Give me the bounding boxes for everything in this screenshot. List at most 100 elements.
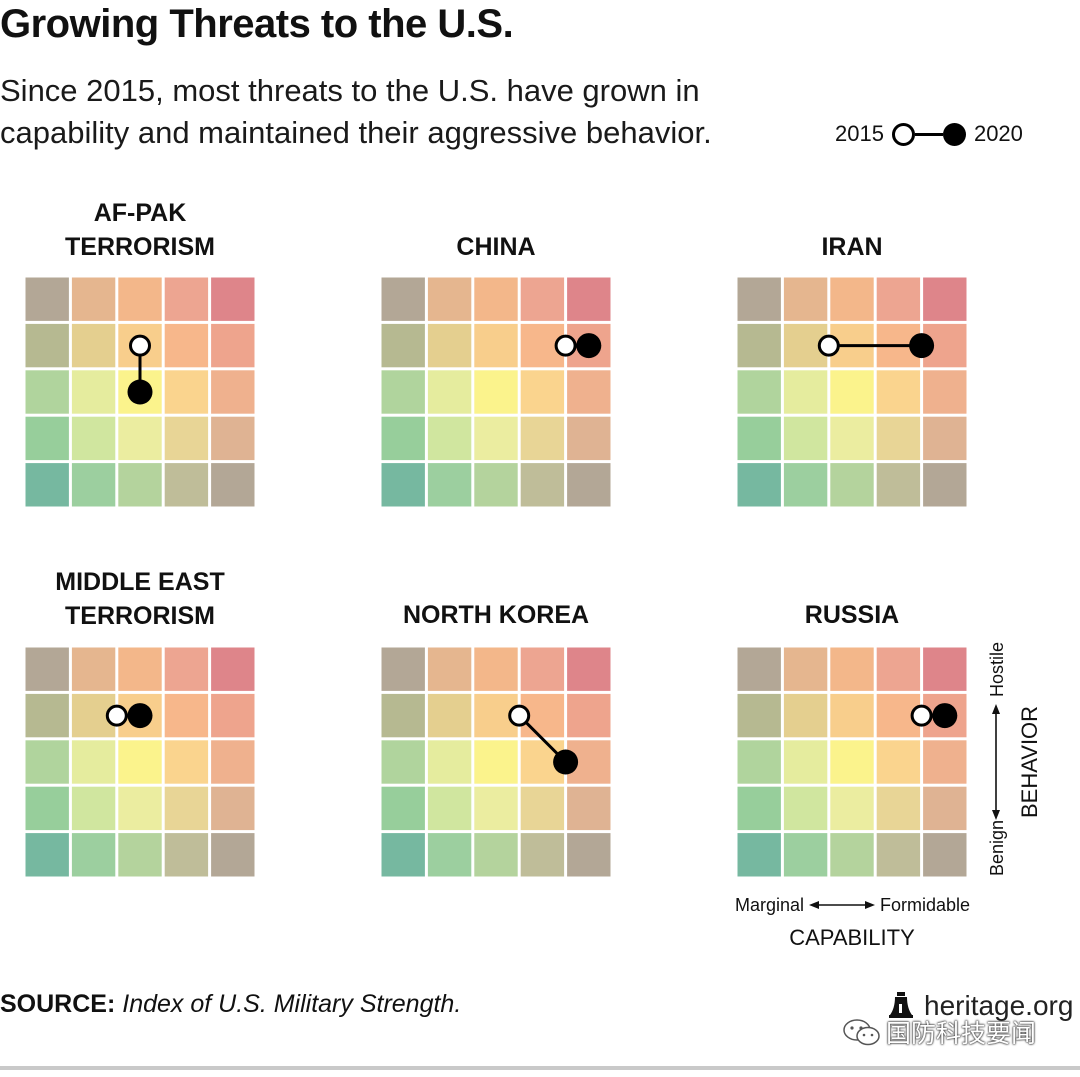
grid-cell bbox=[737, 786, 781, 831]
grid-cell bbox=[118, 647, 162, 691]
point-2020 bbox=[909, 333, 935, 359]
grid-cell bbox=[71, 416, 116, 461]
grid-cell bbox=[164, 740, 209, 784]
grid-cell bbox=[876, 647, 921, 691]
grid-cell bbox=[381, 463, 425, 507]
grid-cell bbox=[474, 833, 518, 877]
threat-grid bbox=[381, 277, 611, 507]
grid-cell bbox=[830, 833, 874, 877]
grid-cell bbox=[783, 833, 828, 877]
panel-title-line: MIDDLE EAST bbox=[55, 568, 225, 596]
grid-cell bbox=[211, 693, 255, 738]
grid-cell bbox=[381, 740, 425, 784]
point-2015 bbox=[817, 334, 840, 357]
grid-cell bbox=[474, 323, 518, 368]
point-2020 bbox=[127, 703, 153, 729]
grid-cell bbox=[474, 647, 518, 691]
page-subtitle: Since 2015, most threats to the U.S. hav… bbox=[0, 73, 712, 150]
grid-cell bbox=[783, 647, 828, 691]
grid-cell bbox=[381, 416, 425, 461]
grid-cell bbox=[118, 463, 162, 507]
grid-cell bbox=[520, 647, 565, 691]
grid-cell bbox=[567, 786, 611, 831]
grid-cell bbox=[474, 416, 518, 461]
grid-cell bbox=[211, 416, 255, 461]
grid-cell bbox=[830, 693, 874, 738]
panel-title: RUSSIA bbox=[676, 598, 1028, 632]
grid-cell bbox=[164, 323, 209, 368]
grid-cell bbox=[783, 277, 828, 321]
grid-cell bbox=[737, 463, 781, 507]
behavior-low-label: Benign bbox=[987, 820, 1007, 876]
legend-start-label: 2015 bbox=[835, 121, 884, 146]
grid-cell bbox=[427, 370, 472, 414]
grid-cell bbox=[737, 416, 781, 461]
threat-grid bbox=[737, 647, 967, 877]
grid-cell bbox=[71, 833, 116, 877]
grid-cell bbox=[25, 463, 69, 507]
grid-cell bbox=[520, 416, 565, 461]
grid-cell bbox=[830, 463, 874, 507]
point-2020 bbox=[932, 703, 958, 729]
panel-title-line: AF-PAK bbox=[93, 199, 187, 227]
grid-cell bbox=[381, 323, 425, 368]
grid-cell bbox=[923, 786, 967, 831]
grid-cell bbox=[520, 370, 565, 414]
legend-filled-circle-icon bbox=[942, 122, 966, 146]
grid-cell bbox=[876, 786, 921, 831]
grid-cell bbox=[118, 740, 162, 784]
brand: heritage.org bbox=[888, 990, 1073, 1022]
grid-cell bbox=[71, 786, 116, 831]
capability-arrow-icon bbox=[809, 901, 875, 909]
grid-cell bbox=[164, 416, 209, 461]
grid-cell bbox=[520, 833, 565, 877]
point-2020 bbox=[553, 749, 579, 775]
grid-cell bbox=[164, 370, 209, 414]
grid-cell bbox=[783, 416, 828, 461]
grid-cell bbox=[427, 833, 472, 877]
grid-cell bbox=[876, 416, 921, 461]
grid-cell bbox=[567, 647, 611, 691]
grid-cell bbox=[164, 693, 209, 738]
grid-cell bbox=[474, 463, 518, 507]
bottom-rule bbox=[0, 1066, 1080, 1070]
grid-cell bbox=[164, 277, 209, 321]
grid-cell bbox=[830, 740, 874, 784]
panel-title-line: TERRORISM bbox=[65, 602, 215, 630]
grid-cell bbox=[381, 833, 425, 877]
grid-cell bbox=[737, 277, 781, 321]
grid-cell bbox=[474, 370, 518, 414]
panel-title: NORTH KOREA bbox=[320, 598, 672, 632]
grid-cell bbox=[474, 740, 518, 784]
grid-cell bbox=[567, 277, 611, 321]
grid-cell bbox=[567, 693, 611, 738]
grid-cell bbox=[118, 277, 162, 321]
grid-cell bbox=[923, 416, 967, 461]
grid-cell bbox=[211, 786, 255, 831]
grid-cell bbox=[211, 323, 255, 368]
grid-cell bbox=[567, 370, 611, 414]
grid-cell bbox=[737, 693, 781, 738]
point-2020 bbox=[576, 333, 602, 359]
grid-cell bbox=[381, 693, 425, 738]
grid-cell bbox=[474, 786, 518, 831]
grid-cell bbox=[427, 693, 472, 738]
point-2015 bbox=[910, 704, 933, 727]
legend-connector-line bbox=[914, 132, 943, 136]
grid-cell bbox=[830, 416, 874, 461]
grid-cell bbox=[118, 833, 162, 877]
grid-cell bbox=[427, 740, 472, 784]
panel-title: MIDDLE EAST TERRORISM bbox=[0, 565, 316, 633]
brand-url: heritage.org bbox=[924, 990, 1074, 1021]
point-2015 bbox=[508, 704, 531, 727]
legend-end-label: 2020 bbox=[973, 121, 1023, 146]
behavior-axis: Hostile Benign BEHAVIOR bbox=[987, 642, 1042, 876]
grid-cell bbox=[783, 740, 828, 784]
grid-cell bbox=[830, 647, 874, 691]
grid-cell bbox=[164, 833, 209, 877]
grid-cell bbox=[567, 416, 611, 461]
grid-cell bbox=[783, 370, 828, 414]
grid-cell bbox=[118, 416, 162, 461]
point-2015 bbox=[129, 334, 151, 357]
threat-grid bbox=[737, 277, 967, 507]
